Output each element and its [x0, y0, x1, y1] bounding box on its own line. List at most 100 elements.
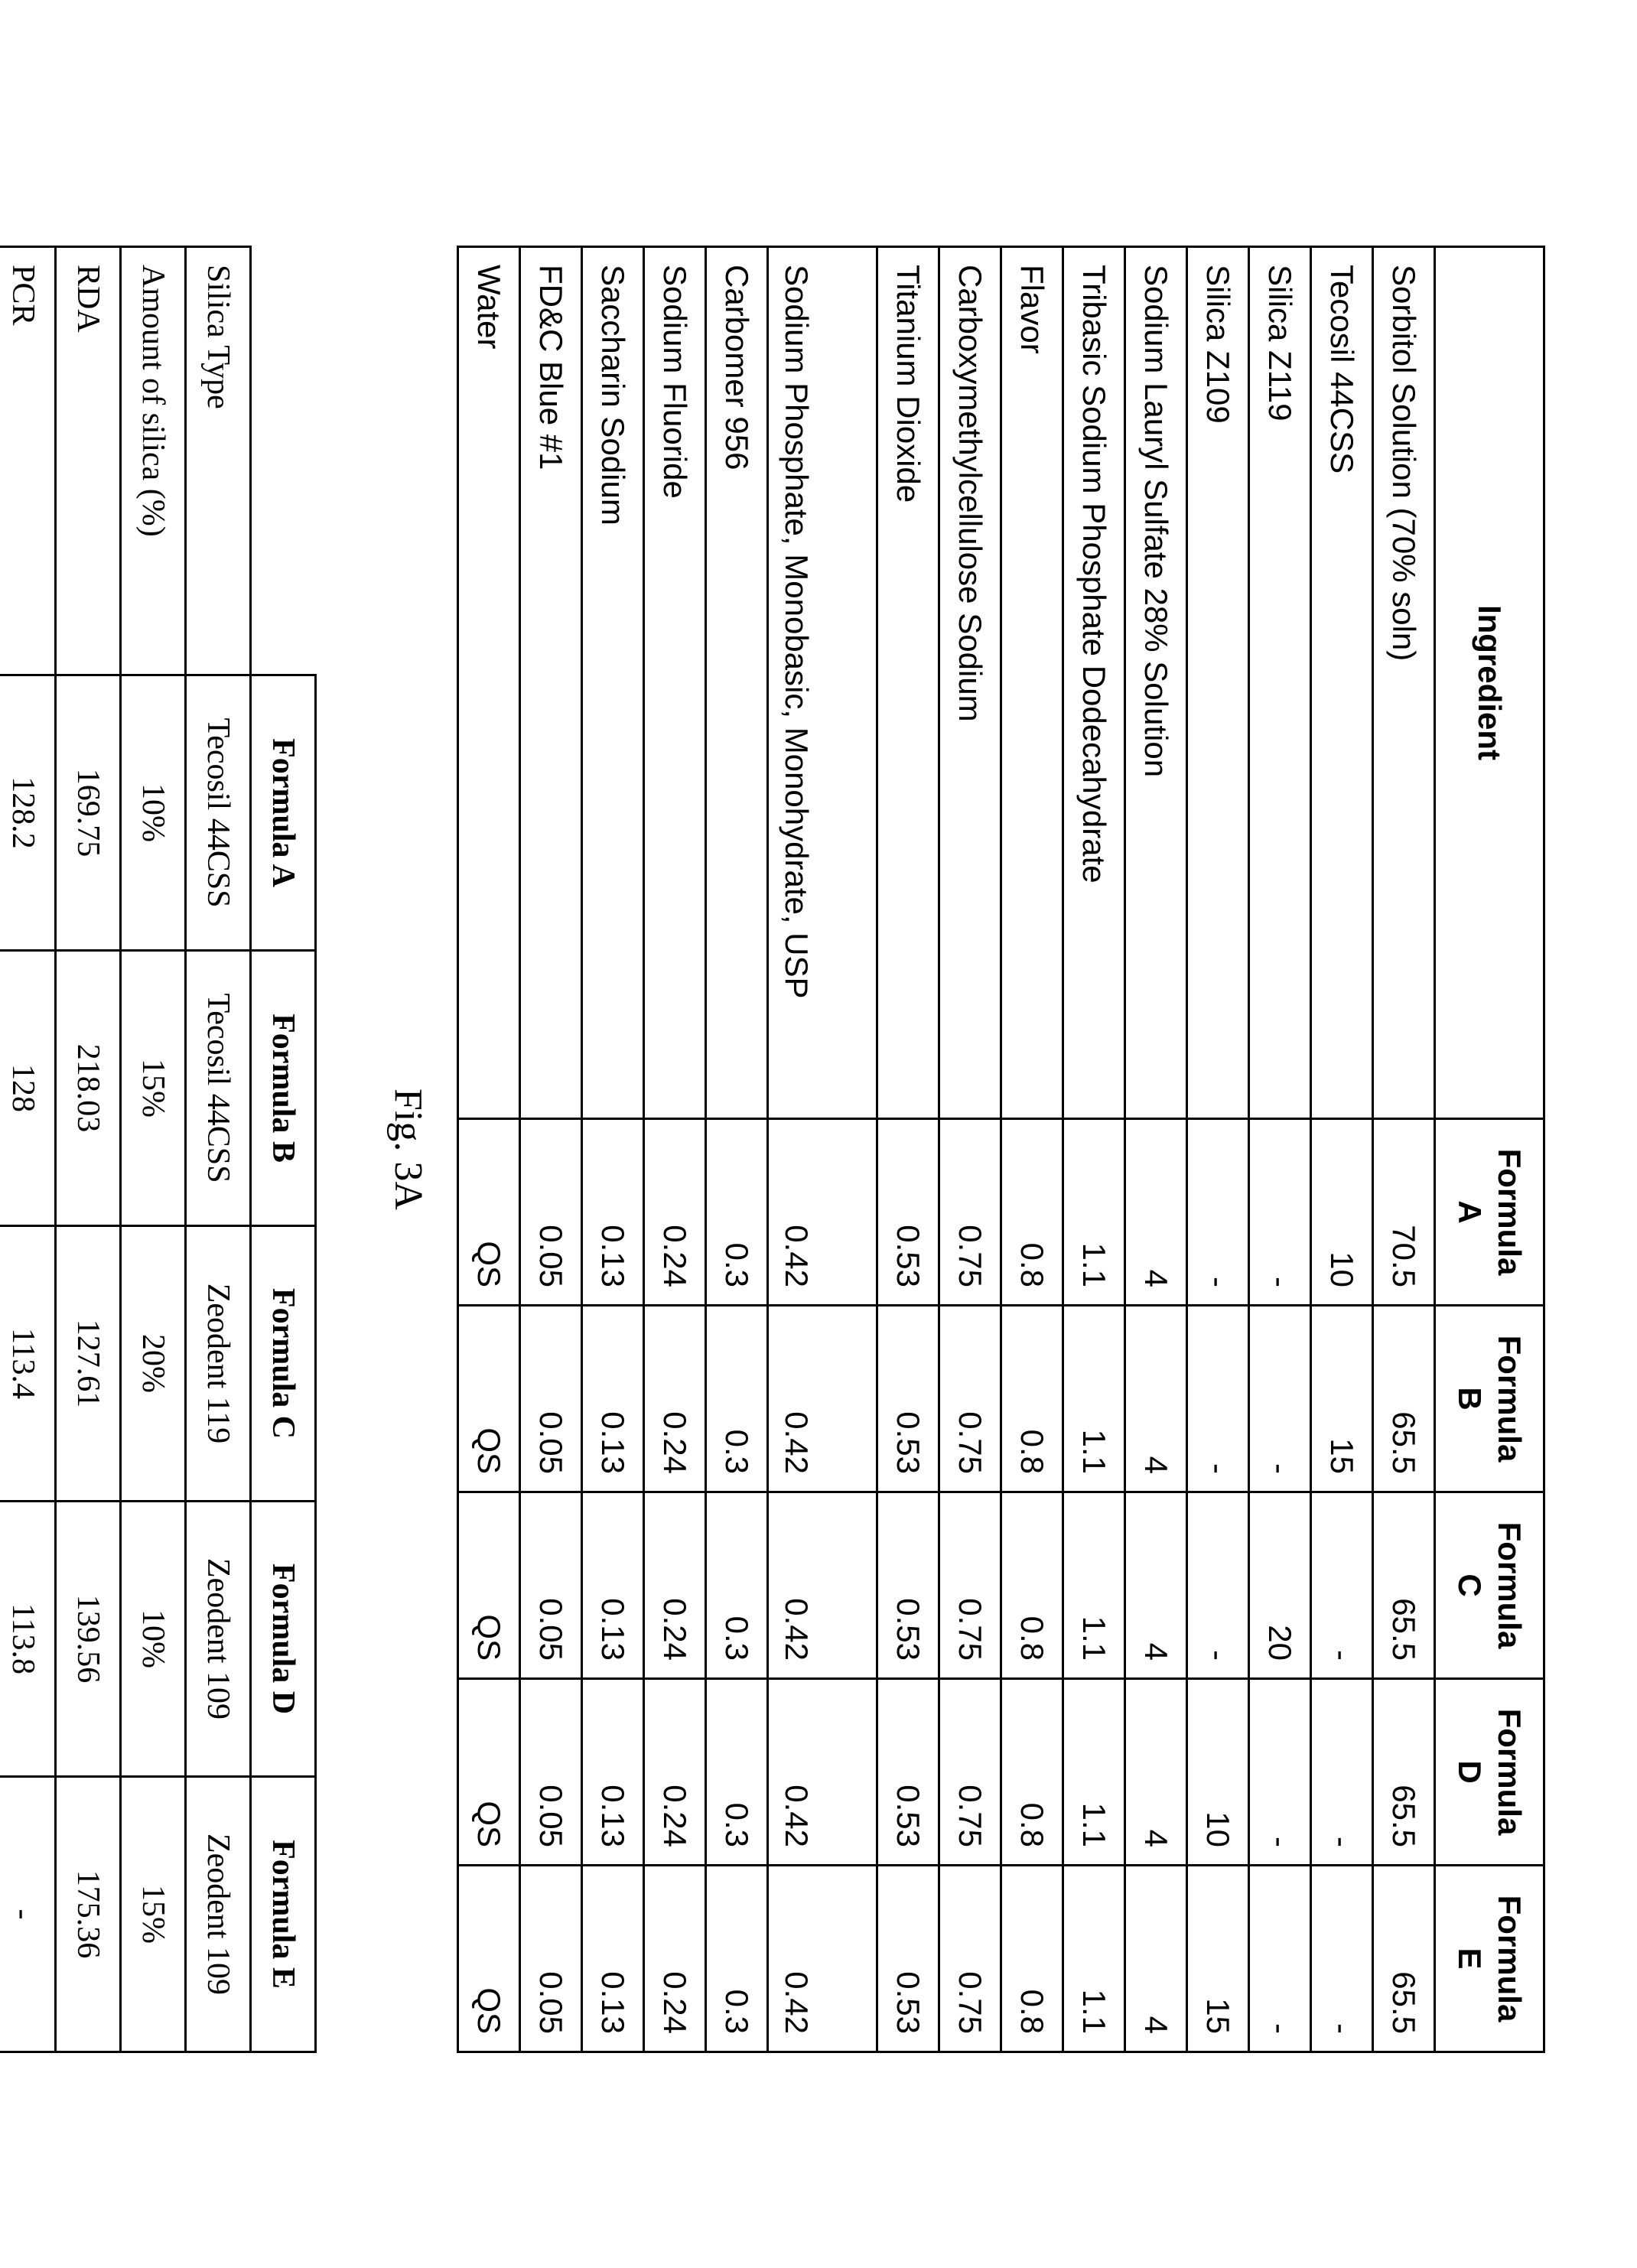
value-cell: 4: [1125, 1306, 1187, 1492]
value-cell: 0.3: [706, 1119, 768, 1306]
value-cell: 0.53: [877, 1492, 939, 1679]
value-cell: 0.53: [877, 1306, 939, 1492]
table-row: Titanium Dioxide0.530.530.530.530.53: [877, 247, 939, 2052]
value-cell: Zeodent 119: [186, 1226, 251, 1502]
table-fig-3a: Ingredient FormulaA FormulaB FormulaC Fo…: [457, 246, 1545, 2053]
ingredient-cell: Sorbitol Solution (70% soln): [1373, 247, 1435, 1119]
value-cell: 70.5: [1373, 1119, 1435, 1306]
value-cell: 0.24: [644, 1866, 706, 2052]
value-cell: QS: [458, 1306, 520, 1492]
ingredient-cell: Sodium Lauryl Sulfate 28% Solution: [1125, 247, 1187, 1119]
col-header-a: FormulaA: [1435, 1119, 1544, 1306]
value-cell: Zeodent 109: [186, 1502, 251, 1777]
ingredient-cell: Water: [458, 247, 520, 1119]
table-row: Saccharin Sodium0.130.130.130.130.13: [582, 247, 644, 2052]
value-cell: QS: [458, 1679, 520, 1866]
value-cell: 0.8: [1001, 1306, 1063, 1492]
value-cell: -: [0, 1777, 56, 2052]
table-body-3a: Sorbitol Solution (70% soln)70.565.565.5…: [458, 247, 1435, 2052]
ingredient-cell: Titanium Dioxide: [877, 247, 939, 1119]
table-row: Silica TypeTecosil 44CSSTecosil 44CSSZeo…: [186, 247, 251, 2052]
value-cell: 0.13: [582, 1866, 644, 2052]
value-cell: -: [1311, 1492, 1373, 1679]
value-cell: 0.8: [1001, 1492, 1063, 1679]
value-cell: 4: [1125, 1679, 1187, 1866]
value-cell: 1.1: [1063, 1679, 1125, 1866]
row-label-cell: RDA: [56, 247, 121, 675]
table-row: Sodium Phosphate, Monobasic, Monohydrate…: [768, 247, 877, 2052]
value-cell: 15: [1311, 1306, 1373, 1492]
value-cell: -: [1187, 1492, 1249, 1679]
table-fig-3b: Formula A Formula B Formula C Formula D …: [0, 246, 317, 2053]
value-cell: 0.8: [1001, 1119, 1063, 1306]
row-label-cell: Amount of silica (%): [121, 247, 186, 675]
value-cell: 0.24: [644, 1306, 706, 1492]
row-label-cell: Silica Type: [186, 247, 251, 675]
value-cell: 0.75: [939, 1492, 1001, 1679]
col-header-c: FormulaC: [1435, 1492, 1544, 1679]
ingredient-cell: Saccharin Sodium: [582, 247, 644, 1119]
value-cell: 0.75: [939, 1119, 1001, 1306]
table-row: Sorbitol Solution (70% soln)70.565.565.5…: [1373, 247, 1435, 2052]
value-cell: -: [1311, 1866, 1373, 2052]
col-header-d: Formula D: [251, 1502, 316, 1777]
value-cell: 4: [1125, 1866, 1187, 2052]
value-cell: 0.3: [706, 1492, 768, 1679]
value-cell: 1.1: [1063, 1492, 1125, 1679]
value-cell: 0.13: [582, 1679, 644, 1866]
ingredient-cell: Silica Z119: [1249, 247, 1311, 1119]
value-cell: 15%: [121, 1777, 186, 2052]
page: Ingredient FormulaA FormulaB FormulaC Fo…: [0, 107, 1545, 2192]
value-cell: 65.5: [1373, 1679, 1435, 1866]
value-cell: 113.8: [0, 1502, 56, 1777]
value-cell: 0.13: [582, 1306, 644, 1492]
value-cell: Tecosil 44CSS: [186, 675, 251, 951]
value-cell: 15%: [121, 951, 186, 1226]
value-cell: 0.05: [520, 1119, 582, 1306]
table-row: Carbomer 9560.30.30.30.30.3: [706, 247, 768, 2052]
table-row: Silica Z119--20--: [1249, 247, 1311, 2052]
value-cell: 10: [1311, 1119, 1373, 1306]
ingredient-cell: Sodium Phosphate, Monobasic, Monohydrate…: [768, 247, 877, 1119]
value-cell: 0.3: [706, 1679, 768, 1866]
value-cell: 10%: [121, 675, 186, 951]
value-cell: 1.1: [1063, 1866, 1125, 2052]
table-row: FD&C Blue #10.050.050.050.050.05: [520, 247, 582, 2052]
col-header-ingredient: Ingredient: [1435, 247, 1544, 1119]
value-cell: 0.53: [877, 1866, 939, 2052]
value-cell: 10: [1187, 1679, 1249, 1866]
value-cell: 0.05: [520, 1679, 582, 1866]
ingredient-cell: Tribasic Sodium Phosphate Dodecahydrate: [1063, 247, 1125, 1119]
value-cell: -: [1311, 1679, 1373, 1866]
col-header-a: Formula A: [251, 675, 316, 951]
table-row: Sodium Fluoride0.240.240.240.240.24: [644, 247, 706, 2052]
value-cell: 175.36: [56, 1777, 121, 2052]
value-cell: Tecosil 44CSS: [186, 951, 251, 1226]
value-cell: QS: [458, 1492, 520, 1679]
value-cell: -: [1187, 1306, 1249, 1492]
value-cell: Zeodent 109: [186, 1777, 251, 2052]
value-cell: 0.42: [768, 1866, 877, 2052]
table-row: Sodium Lauryl Sulfate 28% Solution44444: [1125, 247, 1187, 2052]
ingredient-cell: Flavor: [1001, 247, 1063, 1119]
table-row: Silica Z109---1015: [1187, 247, 1249, 2052]
table-body-3b: Silica TypeTecosil 44CSSTecosil 44CSSZeo…: [0, 247, 251, 2052]
value-cell: -: [1249, 1866, 1311, 2052]
value-cell: 1.1: [1063, 1119, 1125, 1306]
value-cell: -: [1249, 1679, 1311, 1866]
table-row: Flavor0.80.80.80.80.8: [1001, 247, 1063, 2052]
value-cell: QS: [458, 1866, 520, 2052]
table-row: WaterQSQSQSQSQS: [458, 247, 520, 2052]
ingredient-cell: FD&C Blue #1: [520, 247, 582, 1119]
value-cell: 20: [1249, 1492, 1311, 1679]
fig-3b-wrap: Formula A Formula B Formula C Formula D …: [0, 107, 317, 2192]
table-row: PCR128.2128113.4113.8-: [0, 247, 56, 2052]
value-cell: 113.4: [0, 1226, 56, 1502]
ingredient-cell: Silica Z109: [1187, 247, 1249, 1119]
table-header-row: Ingredient FormulaA FormulaB FormulaC Fo…: [1435, 247, 1544, 2052]
table-row: RDA169.75218.03127.61139.56175.36: [56, 247, 121, 2052]
col-header-e: FormulaE: [1435, 1866, 1544, 2052]
caption-fig-3a: Fig. 3A: [386, 1088, 431, 1210]
value-cell: 139.56: [56, 1502, 121, 1777]
ingredient-cell: Carboxymethylcellulose Sodium: [939, 247, 1001, 1119]
